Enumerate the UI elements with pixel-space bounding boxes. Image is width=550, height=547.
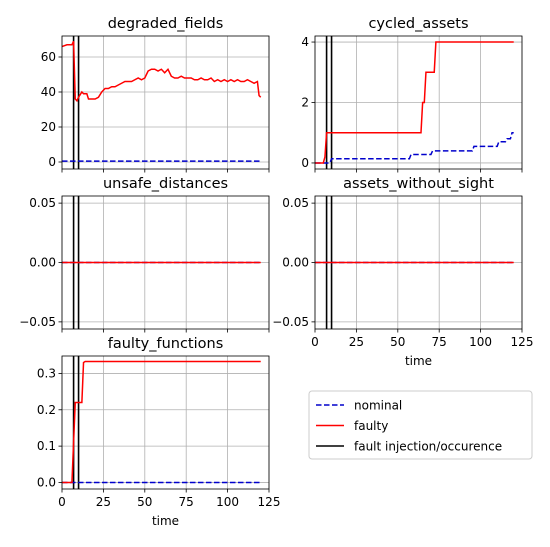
- axes-frame: [61, 355, 270, 490]
- x-tick-label: 50: [390, 335, 405, 349]
- y-tick-label: 0.0: [37, 475, 56, 489]
- y-tick-label: 0: [301, 156, 309, 170]
- x-axis-label: time: [405, 354, 432, 368]
- x-tick-label: 75: [179, 495, 194, 509]
- y-tick-label: 0.05: [282, 196, 309, 210]
- plot-area: [62, 36, 262, 169]
- y-tick-label: 0: [48, 155, 56, 169]
- y-tick-label: 0.00: [282, 256, 309, 270]
- x-tick-label: 125: [258, 495, 281, 509]
- nominal-series-line: [315, 131, 514, 164]
- x-tick-label: 125: [511, 335, 534, 349]
- x-tick-label: 100: [216, 495, 239, 509]
- subplot-cycled-assets: 0 2 4 cycled_assets: [301, 16, 523, 173]
- x-tick-label: 50: [137, 495, 152, 509]
- x-tick-label: 25: [349, 335, 364, 349]
- subplot-degraded-fields: 0 20 40 60 degraded_fields: [41, 16, 270, 173]
- legend-label: faulty: [354, 419, 388, 433]
- y-tick-label: 0.00: [29, 256, 56, 270]
- x-axis-label: time: [152, 514, 179, 528]
- faulty-series-line: [315, 41, 514, 164]
- axes-frame: [61, 35, 270, 170]
- y-tick-label: 0.05: [29, 196, 56, 210]
- faulty-series-line: [62, 360, 261, 484]
- x-tick-label: 0: [311, 335, 319, 349]
- subplot-title: unsafe_distances: [103, 176, 228, 192]
- y-tick-label: 2: [301, 96, 309, 110]
- legend-label: nominal: [354, 399, 402, 413]
- subplot-faulty-functions: 0.0 0.1 0.2 0.3 0 25 50 75 100 125 faulty_function…: [37, 336, 281, 528]
- plot-area: [62, 196, 261, 329]
- legend: nominal faulty fault injection/occurence: [308, 390, 533, 460]
- y-tick-label: 20: [41, 120, 56, 134]
- y-tick-label: −0.05: [19, 315, 56, 329]
- x-tick-label: 100: [469, 335, 492, 349]
- y-tick-label: 0.1: [37, 439, 56, 453]
- plot-area: [62, 356, 261, 489]
- y-tick-label: 4: [301, 35, 309, 49]
- x-tick-label: 75: [432, 335, 447, 349]
- subplot-title: cycled_assets: [368, 16, 468, 32]
- plot-area: [315, 36, 514, 169]
- y-tick-label: 40: [41, 85, 56, 99]
- legend-label: fault injection/occurence: [354, 440, 502, 454]
- x-tick-label: 0: [58, 495, 66, 509]
- plot-area: [315, 196, 514, 329]
- subplot-title: faulty_functions: [108, 336, 224, 352]
- y-tick-label: 0.2: [37, 403, 56, 417]
- subplot-title: degraded_fields: [108, 16, 224, 32]
- subplot-title: assets_without_sight: [343, 176, 494, 192]
- faulty-series-line: [62, 40, 262, 103]
- y-tick-label: −0.05: [272, 315, 309, 329]
- y-tick-label: 60: [41, 50, 56, 64]
- legend-box: [308, 390, 533, 460]
- y-tick-label: 0.3: [37, 366, 56, 380]
- subplot-assets-without-sight: −0.05 0.00 0.05 0 25 50 75 100 125 assets_without…: [272, 176, 533, 368]
- subplot-unsafe-distances: −0.05 0.00 0.05 unsafe_distances: [19, 176, 270, 333]
- x-tick-label: 25: [96, 495, 111, 509]
